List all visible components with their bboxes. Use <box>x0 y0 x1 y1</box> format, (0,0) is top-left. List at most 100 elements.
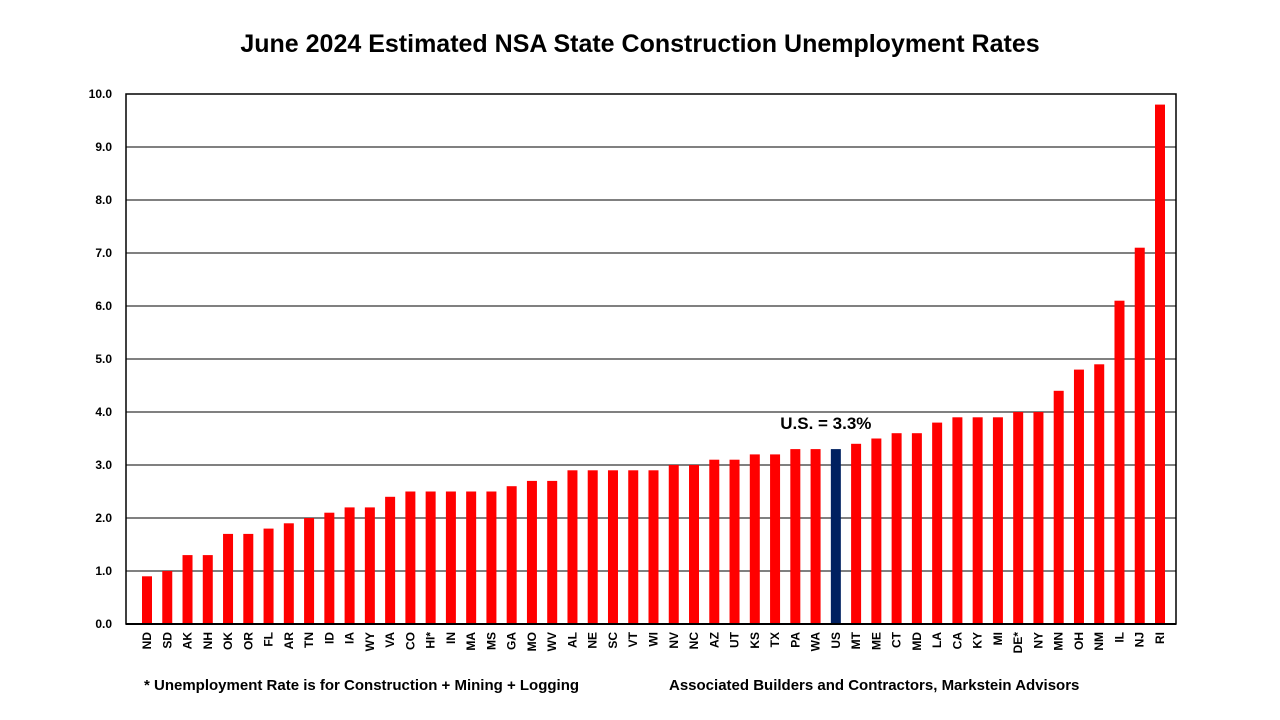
chart-title: June 2024 Estimated NSA State Constructi… <box>240 30 1040 58</box>
bar-al <box>567 470 578 624</box>
bar-nd <box>142 576 152 624</box>
x-tick-label: NV <box>667 632 681 649</box>
bar-ga <box>506 486 517 624</box>
x-tick-label: NY <box>1031 632 1045 649</box>
x-tick-label: MS <box>484 632 498 650</box>
bar-nm <box>1094 364 1105 624</box>
x-tick-label: GA <box>505 632 519 650</box>
bar-ne <box>587 470 598 624</box>
bar-tn <box>304 518 315 624</box>
x-tick-label: AR <box>282 632 296 650</box>
y-tick-label: 7.0 <box>95 246 112 260</box>
y-tick-label: 10.0 <box>89 87 113 101</box>
x-tick-label: WV <box>545 632 559 651</box>
bar-oh <box>1073 369 1084 624</box>
x-tick-label: VT <box>626 631 640 647</box>
bar-ar <box>283 523 294 624</box>
x-tick-label: MA <box>464 632 478 651</box>
bar-wa <box>810 449 821 624</box>
x-tick-label: SD <box>160 632 174 649</box>
x-tick-label: OH <box>1072 632 1086 650</box>
x-tick-label: AK <box>181 632 195 650</box>
x-tick-label: NM <box>1092 632 1106 651</box>
bar-la <box>932 422 943 624</box>
bar-va <box>385 496 396 624</box>
x-tick-label: NE <box>586 632 600 649</box>
bar-ri <box>1155 104 1165 625</box>
x-tick-label: PA <box>788 632 802 648</box>
bar-il <box>1114 300 1125 624</box>
bar-de <box>1013 412 1024 624</box>
x-tick-label: VA <box>383 632 397 648</box>
x-tick-label: IL <box>1112 632 1126 643</box>
x-tick-label: TX <box>768 632 782 647</box>
bar-wv <box>547 480 558 624</box>
bar-md <box>911 433 922 624</box>
bar-mn <box>1053 390 1064 624</box>
bar-wy <box>364 507 375 624</box>
y-tick-label: 6.0 <box>95 299 112 313</box>
x-tick-label: NH <box>201 632 215 649</box>
x-tick-label: DE* <box>1011 632 1025 654</box>
bar-ca <box>952 417 963 624</box>
x-tick-label: FL <box>262 632 276 647</box>
bar-ms <box>486 491 497 624</box>
bar-ia <box>344 507 355 624</box>
bar-nj <box>1134 247 1145 624</box>
x-tick-label: TN <box>302 632 316 648</box>
us-annotation: U.S. = 3.3% <box>780 414 871 433</box>
bar-vt <box>628 470 639 624</box>
bar-sd <box>162 571 173 624</box>
y-tick-label: 8.0 <box>95 193 112 207</box>
x-tick-label: NJ <box>1133 632 1147 647</box>
x-tick-label: WA <box>809 632 823 652</box>
x-tick-label: AZ <box>707 632 721 648</box>
x-tick-label: IN <box>444 632 458 644</box>
x-tick-label: ME <box>869 632 883 650</box>
x-tick-label: MT <box>849 631 863 649</box>
bar-ak <box>182 555 193 624</box>
bar-ma <box>466 491 477 624</box>
bar-hi <box>425 491 436 624</box>
bar-ny <box>1033 412 1044 624</box>
x-tick-label: AL <box>565 632 579 648</box>
y-tick-label: 0.0 <box>95 617 112 631</box>
x-tick-label: CO <box>403 632 417 650</box>
bar-mi <box>992 417 1003 624</box>
x-tick-label: LA <box>930 632 944 648</box>
bar-ks <box>749 454 760 624</box>
bar-sc <box>607 470 618 624</box>
bar-ky <box>972 417 983 624</box>
bar-co <box>405 491 416 624</box>
bar-ok <box>223 533 234 624</box>
y-tick-label: 9.0 <box>95 140 112 154</box>
x-tick-label: RI <box>1153 632 1167 644</box>
y-tick-label: 3.0 <box>95 458 112 472</box>
bar-mt <box>851 443 862 624</box>
x-tick-label: MN <box>1052 632 1066 651</box>
footnote: * Unemployment Rate is for Construction … <box>144 677 580 694</box>
x-tick-label: IA <box>343 632 357 644</box>
x-tick-label: ND <box>140 632 154 650</box>
bar-us <box>830 449 841 624</box>
bar-ut <box>729 459 740 624</box>
bar-tx <box>770 454 781 624</box>
bar-or <box>243 533 254 624</box>
x-tick-label: KY <box>971 632 985 649</box>
x-tick-label: ID <box>322 632 336 644</box>
x-tick-label: NC <box>687 632 701 650</box>
x-tick-label: WI <box>647 632 661 647</box>
bar-nh <box>202 555 213 624</box>
y-tick-label: 2.0 <box>95 511 112 525</box>
x-tick-label: US <box>829 632 843 649</box>
bar-wi <box>648 470 659 624</box>
bar-pa <box>790 449 801 624</box>
bar-fl <box>263 528 274 624</box>
x-tick-label: UT <box>728 631 742 648</box>
x-tick-label: HI* <box>424 632 438 649</box>
x-tick-label: KS <box>748 632 762 649</box>
bar-mo <box>526 480 537 624</box>
x-tick-label: MD <box>910 632 924 651</box>
bar-nc <box>689 465 700 624</box>
